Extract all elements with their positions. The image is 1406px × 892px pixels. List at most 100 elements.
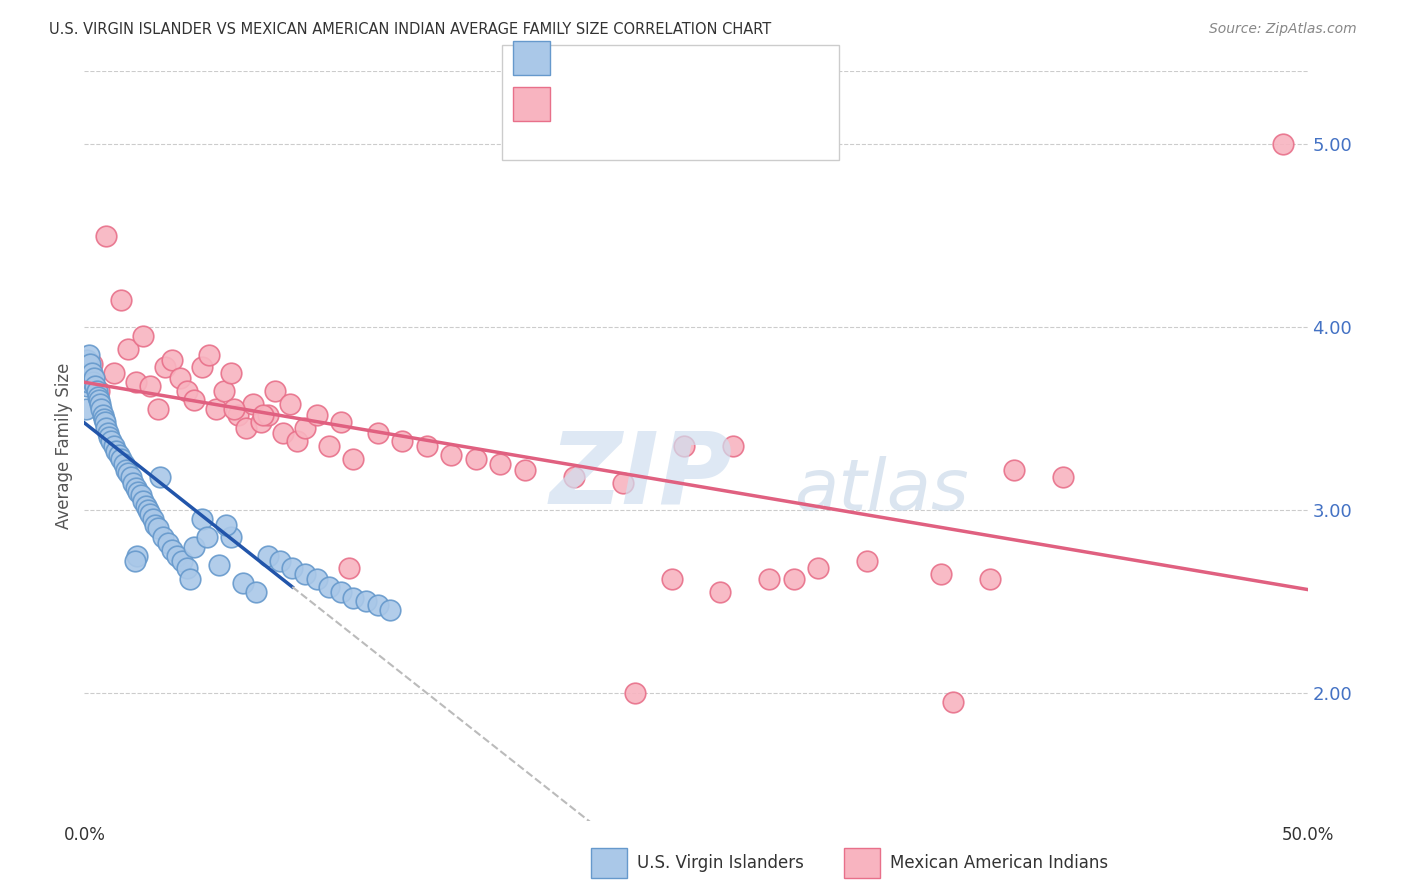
Point xyxy=(513,463,536,477)
Point xyxy=(232,576,254,591)
Point xyxy=(132,493,155,508)
Point xyxy=(215,517,238,532)
Point xyxy=(176,561,198,575)
Point xyxy=(107,448,129,462)
Point xyxy=(440,448,463,462)
Point xyxy=(489,457,512,471)
Point xyxy=(318,439,340,453)
Point xyxy=(222,402,245,417)
Text: U.S. VIRGIN ISLANDER VS MEXICAN AMERICAN INDIAN AVERAGE FAMILY SIZE CORRELATION : U.S. VIRGIN ISLANDER VS MEXICAN AMERICAN… xyxy=(49,22,772,37)
Point xyxy=(153,360,176,375)
Point xyxy=(146,521,169,535)
Point xyxy=(142,512,165,526)
Point xyxy=(97,426,120,441)
Point xyxy=(228,408,250,422)
Point xyxy=(80,366,103,380)
Point xyxy=(86,384,108,399)
Point xyxy=(219,530,242,544)
Point xyxy=(87,393,110,408)
Point xyxy=(672,439,695,453)
Point xyxy=(758,573,780,587)
Point xyxy=(75,402,97,417)
Point xyxy=(125,549,148,563)
Point xyxy=(80,357,103,371)
Point xyxy=(87,390,110,404)
Point xyxy=(257,408,280,422)
Text: 72: 72 xyxy=(727,45,752,62)
Point xyxy=(235,421,257,435)
Point xyxy=(179,573,201,587)
Point xyxy=(162,353,184,368)
Text: U.S. Virgin Islanders: U.S. Virgin Islanders xyxy=(637,855,804,872)
Point xyxy=(354,594,377,608)
Point xyxy=(76,353,98,368)
Y-axis label: Average Family Size: Average Family Size xyxy=(55,363,73,529)
Point xyxy=(112,457,135,471)
Point xyxy=(242,397,264,411)
Point xyxy=(84,378,107,392)
Point xyxy=(100,434,122,448)
Point xyxy=(294,566,316,581)
Point xyxy=(281,561,304,575)
Point xyxy=(191,512,214,526)
Point xyxy=(79,357,101,371)
Point xyxy=(117,467,139,481)
Text: -0.181: -0.181 xyxy=(600,91,665,109)
Point xyxy=(195,530,218,544)
Point xyxy=(77,348,100,362)
Point xyxy=(198,348,221,362)
Point xyxy=(103,439,125,453)
Point xyxy=(125,375,148,389)
Point xyxy=(212,384,235,399)
Point xyxy=(929,566,952,581)
Text: 61: 61 xyxy=(727,91,752,109)
Point xyxy=(124,554,146,568)
Point xyxy=(176,384,198,399)
Point xyxy=(172,554,194,568)
Text: Mexican American Indians: Mexican American Indians xyxy=(890,855,1108,872)
Point xyxy=(191,360,214,375)
Point xyxy=(249,415,271,429)
Point xyxy=(120,470,142,484)
Point xyxy=(380,603,402,617)
Point xyxy=(330,585,353,599)
Point xyxy=(103,366,125,380)
Point xyxy=(139,507,162,521)
Point xyxy=(82,375,104,389)
Point xyxy=(76,378,98,392)
Point xyxy=(96,421,118,435)
Point xyxy=(75,366,97,380)
Point xyxy=(105,444,128,458)
Point xyxy=(661,573,683,587)
Point xyxy=(110,451,132,466)
Point xyxy=(89,397,111,411)
Point xyxy=(132,329,155,343)
Point xyxy=(337,561,360,575)
Point xyxy=(979,573,1001,587)
Point xyxy=(169,371,191,385)
Point xyxy=(264,384,287,399)
Point xyxy=(269,554,291,568)
Point xyxy=(294,421,316,435)
Point xyxy=(391,434,413,448)
Point xyxy=(624,686,647,700)
Point xyxy=(122,475,145,490)
Point xyxy=(115,463,138,477)
Point xyxy=(97,430,120,444)
Point xyxy=(87,384,110,399)
Point xyxy=(156,536,179,550)
Point xyxy=(856,554,879,568)
Point xyxy=(96,228,118,243)
Point xyxy=(330,415,353,429)
Point xyxy=(942,695,965,709)
Point xyxy=(1002,463,1025,477)
Point xyxy=(183,540,205,554)
Point xyxy=(205,402,228,417)
Point xyxy=(83,371,105,385)
Point xyxy=(305,573,328,587)
Text: -0.431: -0.431 xyxy=(600,45,665,62)
Point xyxy=(183,393,205,408)
Point xyxy=(367,598,389,612)
Point xyxy=(252,408,274,422)
Point xyxy=(152,530,174,544)
